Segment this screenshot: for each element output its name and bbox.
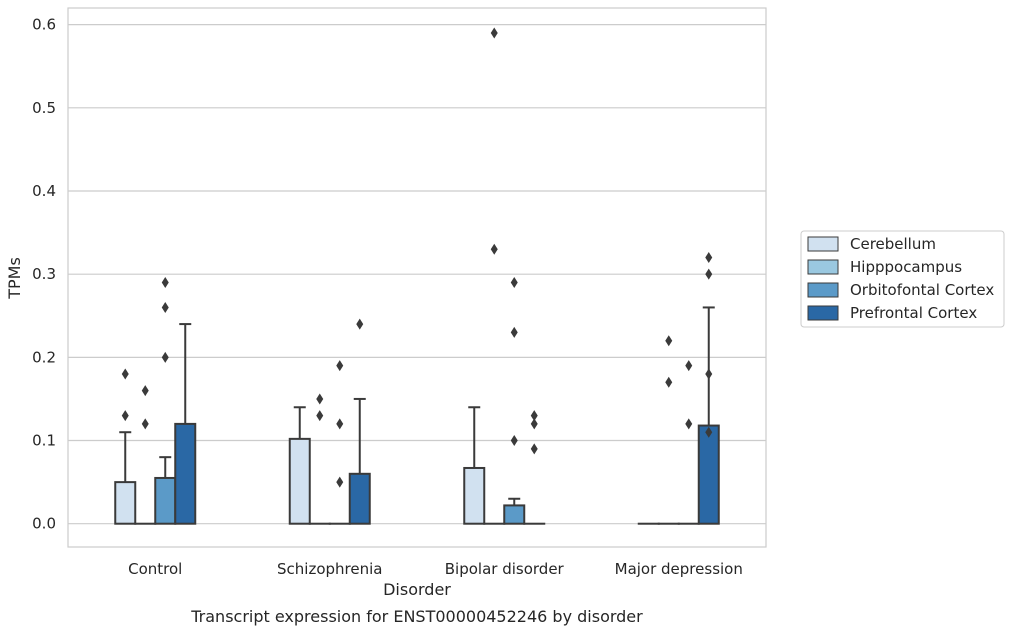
y-tick-label: 0.0: [32, 515, 56, 533]
legend-frame: [800, 230, 1005, 328]
x-axis-label: Disorder: [383, 580, 451, 599]
plot-frame: [67, 7, 767, 548]
legend-swatch: [807, 236, 839, 252]
bar: [348, 472, 371, 525]
legend: Cerebellum Hipppocampus Orbitofontal Corte…: [800, 230, 1005, 328]
outlier-point: [356, 318, 364, 330]
legend-label: Prefrontal Cortex: [850, 304, 977, 322]
outlier-point: [141, 385, 149, 397]
x-tick-label: Schizophrenia: [277, 560, 382, 578]
outliers: [121, 27, 713, 488]
legend-label: Hipppocampus: [850, 258, 962, 276]
y-axis-label: TPMs: [5, 257, 24, 300]
bars: [114, 422, 720, 525]
y-tick-label: 0.3: [32, 265, 56, 283]
outlier-point: [705, 426, 713, 438]
outlier-point: [685, 360, 693, 372]
y-tick-label: 0.1: [32, 432, 56, 450]
outlier-point: [530, 443, 538, 455]
outlier-point: [490, 27, 498, 39]
legend-label: Cerebellum: [850, 235, 936, 253]
x-tick-label: Major depression: [615, 560, 743, 578]
outlier-point: [705, 268, 713, 280]
legend-label: Orbitofontal Cortex: [850, 281, 994, 299]
gridlines: [68, 24, 766, 525]
outlier-point: [336, 360, 344, 372]
outlier-point: [121, 410, 129, 422]
bar: [114, 481, 137, 525]
outlier-point: [161, 351, 169, 363]
outlier-point: [685, 418, 693, 430]
outlier-point: [316, 410, 324, 422]
outlier-point: [161, 301, 169, 313]
y-tick-label: 0.4: [32, 182, 56, 200]
bar: [697, 424, 720, 525]
legend-swatch: [807, 282, 839, 298]
bar: [174, 422, 197, 525]
bar: [463, 466, 486, 525]
outlier-point: [510, 435, 518, 447]
y-tick-label: 0.6: [32, 16, 56, 34]
chart-caption: Transcript expression for ENST0000045224…: [190, 607, 643, 626]
x-tick-label: Bipolar disorder: [445, 560, 565, 578]
outlier-point: [530, 410, 538, 422]
error-bars: [119, 306, 715, 506]
y-tick-label: 0.2: [32, 348, 56, 366]
outlier-point: [705, 368, 713, 380]
legend-swatch: [807, 259, 839, 275]
outlier-point: [316, 393, 324, 405]
outlier-point: [665, 335, 673, 347]
outlier-point: [665, 376, 673, 388]
bar: [503, 504, 526, 525]
outlier-point: [161, 276, 169, 288]
bar: [288, 437, 311, 525]
legend-swatch: [807, 305, 839, 321]
outlier-point: [141, 418, 149, 430]
x-tick-labels: Control Schizophrenia Bipolar disorder Majo…: [128, 560, 743, 578]
outlier-point: [510, 326, 518, 338]
outlier-point: [490, 243, 498, 255]
outlier-point: [121, 368, 129, 380]
outlier-point: [510, 276, 518, 288]
outlier-point: [336, 476, 344, 488]
x-tick-label: Control: [128, 560, 182, 578]
y-tick-label: 0.5: [32, 99, 56, 117]
outlier-point: [530, 418, 538, 430]
bar: [154, 476, 177, 525]
outlier-point: [336, 418, 344, 430]
outlier-point: [705, 252, 713, 264]
y-tick-labels: 0.0 0.1 0.2 0.3 0.4 0.5 0.6: [32, 16, 56, 533]
